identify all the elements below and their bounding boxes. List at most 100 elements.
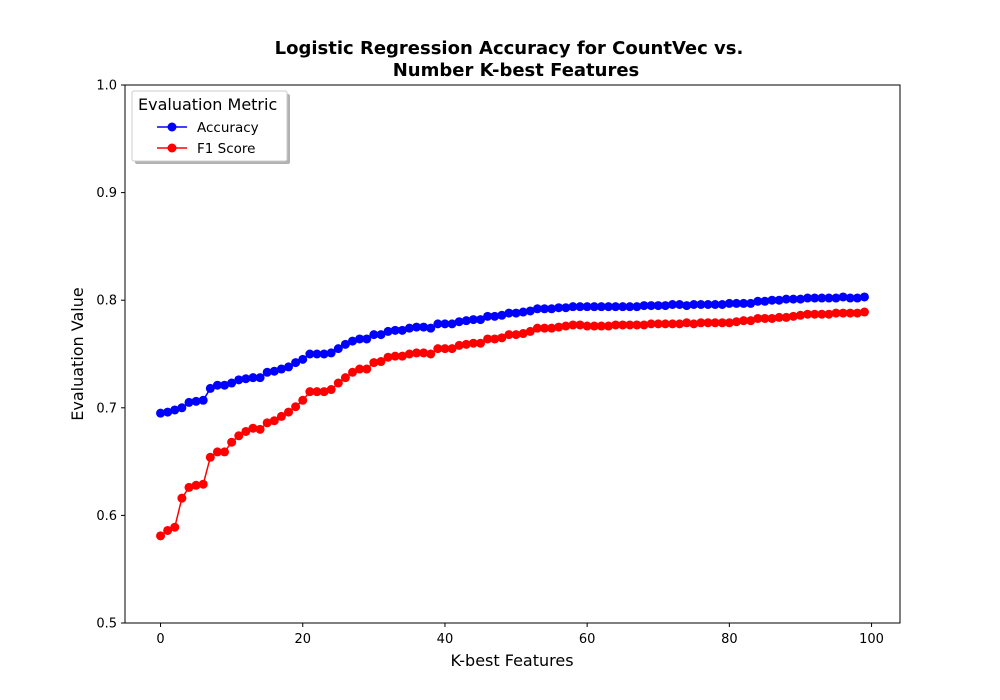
data-point-accuracy (646, 301, 656, 311)
data-point-f1-score (177, 493, 187, 503)
data-point-accuracy (397, 325, 407, 335)
data-point-f1-score (348, 367, 358, 377)
data-point-accuracy (291, 358, 301, 368)
data-point-accuracy (511, 308, 521, 318)
data-point-accuracy (298, 354, 308, 364)
data-point-f1-score (845, 308, 855, 318)
data-point-f1-score (255, 424, 265, 434)
data-point-accuracy (703, 300, 713, 309)
data-point-accuracy (348, 336, 358, 346)
data-point-accuracy (276, 364, 286, 374)
data-point-accuracy (156, 408, 166, 418)
series-f1-score (156, 307, 869, 541)
data-point-f1-score (291, 402, 301, 412)
legend-label: Accuracy (197, 120, 259, 136)
data-point-accuracy (326, 348, 336, 358)
data-point-accuracy (689, 300, 699, 309)
data-point-f1-score (625, 320, 635, 330)
data-point-f1-score (355, 364, 365, 374)
data-point-f1-score (639, 320, 649, 330)
data-point-accuracy (582, 302, 592, 312)
data-point-accuracy (426, 323, 436, 333)
data-point-f1-score (589, 321, 599, 331)
data-point-accuracy (618, 302, 628, 312)
data-point-f1-score (653, 319, 663, 329)
data-point-accuracy (476, 315, 485, 325)
data-point-f1-score (220, 447, 230, 457)
data-point-f1-score (774, 312, 784, 322)
data-point-f1-score (447, 344, 457, 354)
data-point-f1-score (767, 313, 777, 323)
data-point-f1-score (234, 431, 244, 441)
data-point-accuracy (540, 304, 549, 314)
data-point-accuracy (810, 293, 820, 303)
data-point-f1-score (262, 418, 272, 428)
data-point-f1-score (412, 348, 422, 358)
data-point-f1-score (611, 320, 621, 330)
data-point-accuracy (831, 293, 841, 303)
data-point-f1-score (305, 387, 315, 397)
data-point-accuracy (205, 383, 215, 393)
data-point-accuracy (191, 396, 201, 406)
data-point-accuracy (312, 349, 322, 359)
data-point-f1-score (483, 334, 493, 344)
data-point-accuracy (660, 301, 670, 311)
data-point-f1-score (276, 411, 286, 421)
data-point-accuracy (788, 294, 798, 304)
data-point-f1-score (312, 387, 322, 397)
data-point-f1-score (298, 395, 308, 405)
data-point-accuracy (525, 306, 535, 316)
data-point-f1-score (540, 323, 549, 333)
data-point-accuracy (163, 407, 173, 417)
data-point-f1-score (753, 313, 763, 323)
y-tick-label: 0.9 (96, 186, 117, 201)
data-point-accuracy (568, 302, 578, 312)
data-point-accuracy (248, 373, 258, 383)
data-point-accuracy (483, 311, 493, 321)
data-point-accuracy (184, 397, 194, 407)
data-point-accuracy (710, 300, 720, 309)
data-point-accuracy (589, 302, 599, 312)
legend: Evaluation Metric Accuracy F1 Score (131, 90, 290, 164)
plot-area (156, 292, 869, 541)
data-point-f1-score (724, 318, 734, 328)
data-point-accuracy (177, 403, 187, 413)
data-point-accuracy (447, 319, 457, 329)
data-point-f1-score (511, 330, 521, 340)
data-point-f1-score (212, 447, 222, 457)
y-tick-label: 0.7 (96, 401, 117, 416)
data-point-f1-score (269, 416, 279, 426)
y-axis-label: Evaluation Value (68, 287, 87, 420)
data-point-f1-score (532, 323, 542, 333)
data-point-f1-score (859, 307, 869, 317)
data-point-accuracy (667, 300, 677, 309)
data-point-f1-score (340, 373, 350, 383)
x-tick-label: 20 (294, 632, 311, 647)
data-point-accuracy (639, 301, 649, 311)
data-point-f1-score (803, 309, 813, 319)
data-point-accuracy (653, 301, 663, 311)
data-point-f1-score (575, 320, 585, 330)
data-point-accuracy (838, 292, 848, 302)
data-point-f1-score (319, 387, 329, 397)
data-point-f1-score (397, 351, 407, 361)
data-point-f1-score (369, 358, 379, 368)
data-point-accuracy (504, 308, 514, 318)
data-point-accuracy (262, 367, 272, 377)
data-point-f1-score (667, 319, 677, 329)
data-point-accuracy (746, 298, 756, 308)
data-point-accuracy (547, 304, 557, 314)
data-point-accuracy (575, 302, 585, 312)
data-point-f1-score (632, 320, 642, 330)
data-point-f1-score (433, 344, 443, 354)
data-point-accuracy (817, 293, 827, 303)
data-point-accuracy (468, 315, 478, 325)
data-point-accuracy (412, 322, 422, 332)
data-point-accuracy (333, 344, 343, 354)
x-tick-label: 40 (437, 632, 454, 647)
legend-item-f1-score: F1 Score (157, 141, 255, 157)
data-point-f1-score (746, 316, 756, 326)
legend-item-accuracy: Accuracy (157, 120, 259, 136)
data-point-f1-score (518, 329, 528, 339)
